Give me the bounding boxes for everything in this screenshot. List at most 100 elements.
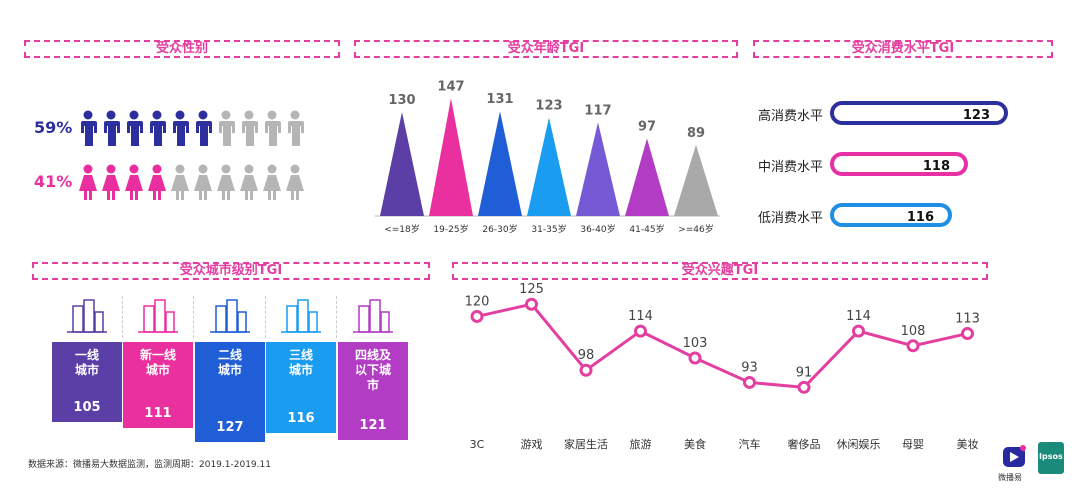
city-name-1: 一线 城市 (74, 348, 99, 377)
consumption-value-3: 116 (906, 210, 934, 225)
ipsos-logo: Ipsos (1038, 442, 1064, 474)
interest-category-label-1: 3C (470, 438, 485, 451)
data-source: 数据来源：微播易大数据监测，监测周期：2019.1-2019.11 (28, 460, 271, 470)
city-name-2: 新一线 城市 (139, 348, 176, 377)
interest-category-label-8: 休闲娱乐 (837, 437, 881, 451)
section-title-city: 受众城市级别TGI (32, 262, 430, 280)
female-icon-row (79, 164, 304, 200)
interest-value-label-3: 98 (578, 348, 595, 363)
age-category-label-7: >=46岁 (678, 223, 714, 235)
female-person-icon-8 (240, 164, 258, 200)
age-value-label-2: 147 (437, 79, 464, 94)
age-bar-5 (576, 122, 620, 216)
age-category-label-2: 19-25岁 (433, 223, 468, 235)
age-bar-4 (527, 117, 571, 216)
female-percentage: 41% (34, 172, 73, 191)
interest-value-label-7: 91 (796, 365, 813, 380)
interest-series-line (476, 302, 968, 389)
city-bar-4: 三线 城市 116 (266, 342, 336, 433)
interest-category-label-4: 旅游 (630, 437, 652, 451)
consumption-bar-2: 118 (830, 152, 968, 176)
female-person-icon-2 (102, 164, 120, 200)
male-person-icon-2 (104, 110, 120, 146)
building-icon (138, 299, 178, 333)
male-person-icon-9 (265, 110, 281, 146)
interest-point-6 (743, 375, 756, 389)
female-person-icon-3 (125, 164, 143, 200)
consumption-value-1: 123 (962, 108, 990, 123)
male-person-icon-7 (219, 110, 235, 146)
city-separator (265, 296, 266, 338)
interest-category-label-6: 汽车 (739, 437, 761, 451)
age-category-label-3: 26-30岁 (482, 223, 517, 235)
male-person-icon-10 (288, 110, 304, 146)
age-value-label-3: 131 (486, 92, 513, 107)
age-value-label-4: 123 (535, 99, 562, 114)
consumption-bar-3: 116 (830, 203, 952, 227)
female-person-icon-10 (286, 164, 304, 200)
city-value-1: 105 (73, 400, 101, 415)
interest-point-3 (579, 363, 593, 377)
building-icon (281, 299, 321, 333)
section-title-age: 受众年龄TGI (354, 40, 738, 58)
female-person-icon-4 (148, 164, 166, 200)
age-value-label-5: 117 (584, 103, 611, 118)
consumption-label-1: 高消费水平 (758, 109, 824, 124)
consumption-label-3: 低消费水平 (758, 211, 824, 226)
age-category-label-5: 36-40岁 (580, 223, 615, 235)
age-bar-3 (478, 111, 522, 216)
male-person-icon-5 (173, 110, 189, 146)
building-icon (67, 299, 107, 333)
interest-value-label-5: 103 (683, 336, 708, 351)
interest-point-9 (906, 339, 920, 353)
male-person-icon-8 (242, 110, 258, 146)
interest-point-7 (797, 380, 811, 394)
city-separator (122, 296, 123, 338)
city-value-5: 121 (359, 418, 387, 433)
age-value-label-1: 130 (388, 93, 415, 108)
female-person-icon-9 (263, 164, 281, 200)
interest-category-label-5: 美食 (684, 437, 706, 451)
age-category-label-1: <=18岁 (384, 223, 420, 235)
section-title-gender: 受众性别 (24, 40, 340, 58)
city-bar-5: 四线及 以下城 市 121 (338, 342, 408, 440)
city-bar-1: 一线 城市 105 (52, 342, 122, 422)
building-icon (210, 299, 250, 333)
male-percentage: 59% (34, 118, 73, 137)
city-name-3: 二线 城市 (217, 348, 242, 377)
age-bar-7 (674, 144, 718, 216)
city-bar-2: 新一线 城市 111 (123, 342, 193, 428)
age-value-label-6: 97 (638, 119, 656, 134)
interest-point-4 (634, 324, 647, 338)
consumption-bar-1: 123 (830, 101, 1008, 125)
city-value-2: 111 (144, 406, 172, 421)
interest-value-label-1: 120 (465, 294, 490, 309)
male-person-icon-3 (127, 110, 143, 146)
consumption-label-2: 中消费水平 (758, 160, 824, 175)
female-person-icon-1 (79, 164, 97, 200)
male-icon-row (81, 110, 304, 146)
interest-point-5 (688, 351, 702, 365)
male-person-icon-6 (196, 110, 212, 146)
ipsos-logo-text: Ipsos (1039, 452, 1063, 461)
city-value-4: 116 (287, 411, 315, 426)
weiboyi-logo-text: 微播易 (998, 473, 1022, 482)
male-person-icon-1 (81, 110, 97, 146)
interest-category-label-7: 奢侈品 (788, 437, 821, 451)
interest-point-8 (852, 324, 865, 338)
female-person-icon-6 (194, 164, 212, 200)
section-title-interest: 受众兴趣TGI (452, 262, 988, 280)
city-name-4: 三线 城市 (288, 348, 313, 377)
interest-value-label-6: 93 (741, 360, 758, 375)
weiboyi-logo (1003, 445, 1026, 467)
interest-category-label-10: 美妆 (957, 438, 979, 451)
section-title-consumption: 受众消费水平TGI (753, 40, 1053, 58)
age-value-label-7: 89 (687, 126, 705, 141)
interest-category-label-3: 家居生活 (564, 437, 608, 451)
interest-chart: 120 3C 125 游戏 98 家居生活 114 旅游 103 美食 93 汽车 91 奢侈品 114 休闲… (465, 282, 980, 451)
interest-point-10 (961, 327, 974, 341)
interest-point-1 (470, 309, 484, 323)
female-person-icon-7 (217, 164, 235, 200)
city-bar-3: 二线 城市 127 (195, 342, 265, 442)
age-bar-6 (625, 138, 669, 216)
